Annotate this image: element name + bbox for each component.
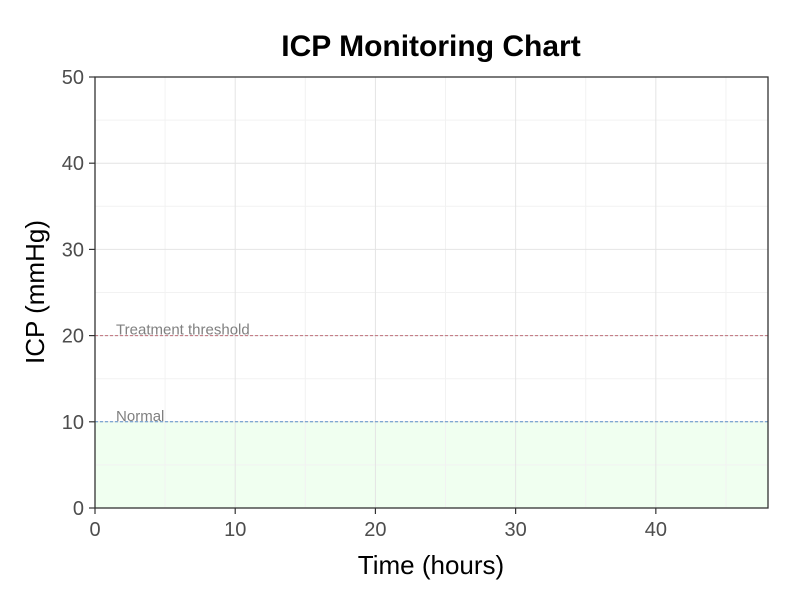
axes: 0 10 20 30 40 0 10 20 30 40 50 <box>62 67 769 541</box>
treatment-threshold-label: Treatment threshold <box>116 322 250 339</box>
chart-title: ICP Monitoring Chart <box>281 30 580 63</box>
y-tick-label: 20 <box>62 326 84 348</box>
y-tick-label: 40 <box>62 153 84 175</box>
y-tick-label: 10 <box>62 412 84 434</box>
plot-border <box>94 76 769 509</box>
normal-label: Normal <box>116 408 164 425</box>
x-tick-label: 40 <box>645 519 667 541</box>
y-tick-label: 30 <box>62 239 84 261</box>
y-axis-title: ICP (mmHg) <box>20 220 50 364</box>
reference-lines: Treatment threshold Normal <box>95 322 768 425</box>
x-tick-label: 20 <box>364 519 386 541</box>
x-tick-label: 0 <box>89 519 100 541</box>
chart-text: ICP Monitoring Chart Time (hours) ICP (m… <box>20 30 581 580</box>
y-tick-label: 50 <box>62 67 84 89</box>
x-tick-label: 30 <box>505 519 527 541</box>
x-tick-label: 10 <box>224 519 246 541</box>
x-axis-title: Time (hours) <box>358 550 504 580</box>
y-tick-label: 0 <box>73 498 84 520</box>
